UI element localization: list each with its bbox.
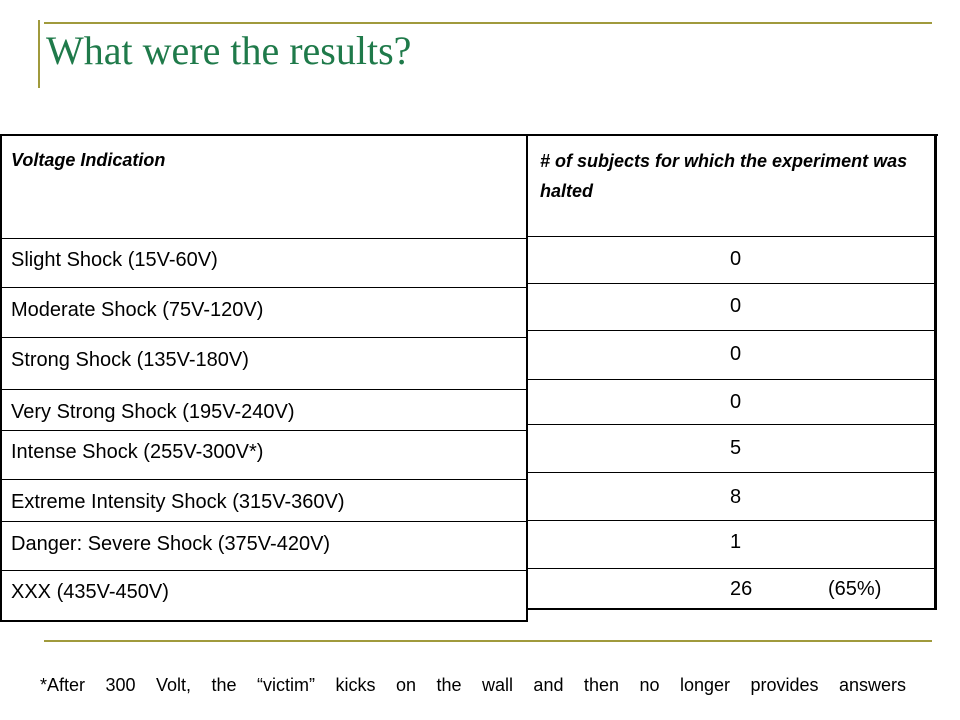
voltage-row: Strong Shock (135V-180V) — [11, 349, 249, 371]
halted-count: 5 — [730, 437, 742, 459]
table-row-divider — [2, 570, 526, 571]
title-rule-top — [44, 22, 932, 24]
table-border — [934, 134, 937, 610]
halted-count: 1 — [730, 531, 742, 553]
table-row-divider — [526, 472, 936, 473]
halted-percent: (65%) — [828, 578, 882, 600]
halted-table: # of subjects for which the experiment w… — [526, 134, 938, 612]
voltage-row: XXX (435V-450V) — [11, 581, 169, 603]
voltage-row: Intense Shock (255V-300V*) — [11, 441, 264, 463]
voltage-row: Danger: Severe Shock (375V-420V) — [11, 533, 331, 555]
voltage-row: Slight Shock (15V-60V) — [11, 249, 218, 271]
footnote: *After 300 Volt, the “victim” kicks on t… — [40, 675, 906, 695]
table-row-divider — [526, 520, 936, 521]
table-row-divider — [2, 287, 526, 288]
table-row-divider — [2, 337, 526, 338]
table-border — [526, 608, 937, 610]
voltage-header: Voltage Indication — [11, 150, 166, 170]
halted-count: 0 — [730, 391, 742, 413]
table-row-divider — [526, 424, 936, 425]
table-row-divider — [526, 568, 936, 569]
voltage-row: Extreme Intensity Shock (315V-360V) — [11, 491, 345, 513]
halted-count: 8 — [730, 486, 742, 508]
table-row-divider — [2, 430, 526, 431]
voltage-row: Moderate Shock (75V-120V) — [11, 299, 264, 321]
table-row-divider — [526, 236, 936, 237]
halted-count-total: 26 — [730, 578, 753, 600]
slide-title: What were the results? — [46, 28, 412, 73]
halted-count: 0 — [730, 248, 742, 270]
table-row-divider — [2, 479, 526, 480]
footer-rule — [44, 640, 932, 642]
title-rule-left — [38, 20, 40, 88]
table-row-divider — [2, 521, 526, 522]
table-row-divider — [526, 330, 936, 331]
table-border — [526, 134, 938, 136]
voltage-table: Voltage Indication Slight Shock (15V-60V… — [0, 134, 528, 622]
halted-count: 0 — [730, 343, 742, 365]
halted-header: # of subjects for which the experiment w… — [540, 151, 908, 201]
halted-count: 0 — [730, 295, 742, 317]
table-row-divider — [526, 283, 936, 284]
table-row-divider — [2, 389, 526, 390]
voltage-row: Very Strong Shock (195V-240V) — [11, 401, 295, 423]
table-row-divider — [526, 379, 936, 380]
table-row-divider — [2, 238, 526, 239]
